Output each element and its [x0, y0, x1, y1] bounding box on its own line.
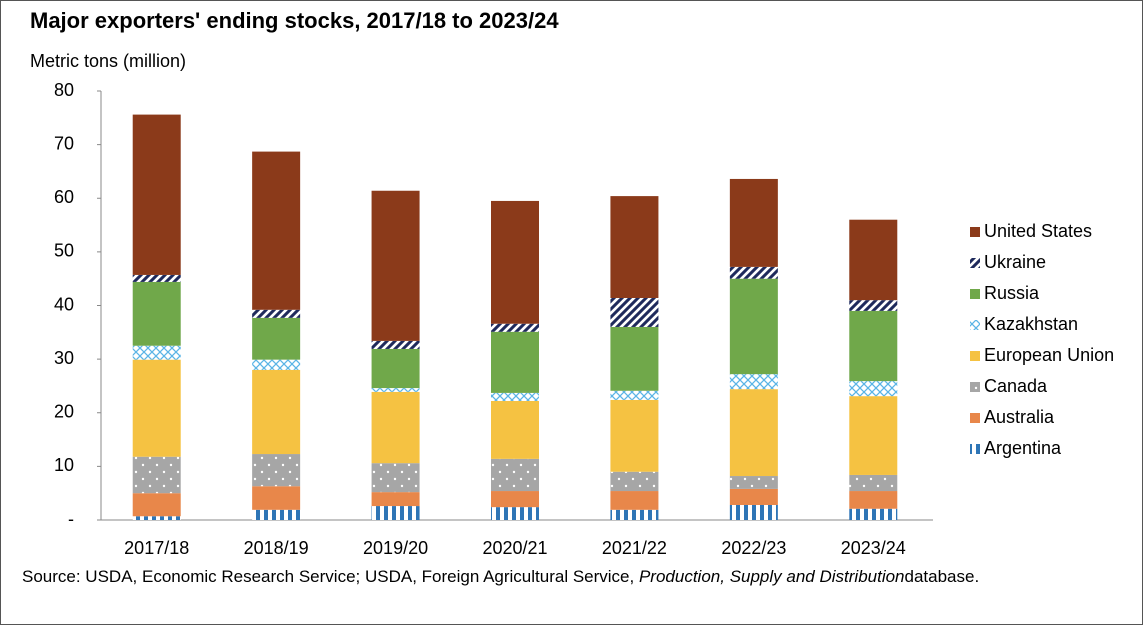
x-tick-label: 2021/22	[602, 538, 667, 558]
bar-segment	[371, 463, 420, 493]
bar-segment	[610, 326, 659, 391]
legend-label: United States	[984, 221, 1092, 241]
source-italic: Production, Supply and Distribution	[638, 567, 905, 586]
bar-segment	[729, 374, 778, 390]
bar-segment	[849, 508, 898, 520]
bar-segment	[132, 281, 181, 346]
y-axis-label: Metric tons (million)	[30, 51, 186, 71]
bar-segment	[132, 456, 181, 494]
y-tick-label: 20	[54, 402, 74, 422]
bar-segment	[849, 310, 898, 382]
chart-title: Major exporters' ending stocks, 2017/18 …	[30, 8, 559, 33]
x-tick-label: 2018/19	[244, 538, 309, 558]
y-tick-label: 60	[54, 187, 74, 207]
bar-segment	[371, 348, 420, 389]
bar-segment	[729, 488, 778, 505]
bar-segment	[729, 266, 778, 279]
source: Source: USDA, Economic Research Service;…	[22, 563, 1122, 590]
chart: Major exporters' ending stocks, 2017/18 …	[30, 8, 1114, 558]
legend-label: Russia	[984, 283, 1040, 303]
bar-segment	[371, 492, 420, 507]
x-tick-label: 2022/23	[721, 538, 786, 558]
bar-segment	[491, 331, 539, 393]
x-tick-label: 2020/21	[482, 538, 547, 558]
bar-segment	[849, 396, 898, 475]
bar-segment	[252, 359, 301, 370]
bar-segment	[491, 400, 539, 459]
bar-segment	[132, 516, 181, 520]
y-tick-label: 10	[54, 455, 74, 475]
y-tick-label: 70	[54, 133, 74, 153]
bar-segment	[252, 486, 301, 510]
x-tick-label: 2019/20	[363, 538, 428, 558]
bar-segment	[729, 178, 778, 267]
bar-segment	[252, 454, 301, 487]
bar-segment	[371, 340, 420, 349]
legend-swatch	[970, 227, 980, 237]
x-tick-label: 2017/18	[124, 538, 189, 558]
legend-label: Kazakhstan	[984, 314, 1078, 334]
bar-segment	[610, 509, 659, 520]
legend-swatch	[970, 320, 980, 330]
source-text: Source: USDA, Economic Research Service;…	[22, 567, 635, 586]
legend-label: Canada	[984, 376, 1048, 396]
bar-segment	[252, 317, 301, 360]
bar-segment	[729, 504, 778, 520]
bar-segment	[371, 388, 420, 392]
x-tick-label: 2023/24	[841, 538, 906, 558]
bar-segment	[371, 190, 420, 341]
legend-label: Argentina	[984, 438, 1062, 458]
legend-swatch	[970, 382, 980, 392]
legend-label: Ukraine	[984, 252, 1046, 272]
bar-segment	[132, 493, 181, 517]
bar-segment	[610, 491, 659, 510]
legend-swatch	[970, 258, 980, 268]
legend-label: European Union	[984, 345, 1114, 365]
bar-segment	[252, 509, 301, 520]
bar-segment	[610, 297, 659, 327]
legend-swatch	[970, 444, 980, 454]
bar-segment	[849, 491, 898, 509]
bar-segment	[610, 471, 659, 492]
legend-swatch	[970, 413, 980, 423]
bar-segment	[252, 369, 301, 455]
bar-segment	[849, 381, 898, 397]
bar-segment	[132, 345, 181, 360]
bar-segment	[252, 151, 301, 310]
y-tick-label: 80	[54, 80, 74, 100]
bar-segment	[729, 389, 778, 477]
bar-segment	[491, 507, 539, 520]
bar-segment	[132, 359, 181, 457]
bar-segment	[491, 200, 539, 324]
bar-segment	[371, 391, 420, 464]
bar-segment	[491, 458, 539, 492]
bar-segment	[371, 506, 420, 520]
bar-segment	[491, 323, 539, 332]
legend-swatch	[970, 289, 980, 299]
bar-segment	[252, 309, 301, 318]
bar-segment	[610, 399, 659, 472]
source-text: database.	[904, 567, 980, 586]
legend-label: Australia	[984, 407, 1055, 427]
legend-swatch	[970, 351, 980, 361]
bar-segment	[491, 392, 539, 401]
y-tick-label: 30	[54, 348, 74, 368]
y-tick-label: -	[68, 509, 74, 529]
bar-segment	[610, 390, 659, 400]
bar-segment	[849, 474, 898, 492]
y-tick-label: 40	[54, 294, 74, 314]
bar-segment	[610, 196, 659, 298]
bar-segment	[132, 274, 181, 282]
bar-segment	[849, 219, 898, 301]
bar-segment	[132, 114, 181, 275]
bar-segment	[849, 300, 898, 311]
y-tick-label: 50	[54, 241, 74, 261]
bar-segment	[491, 491, 539, 508]
bar-segment	[729, 278, 778, 375]
bar-segment	[729, 476, 778, 489]
